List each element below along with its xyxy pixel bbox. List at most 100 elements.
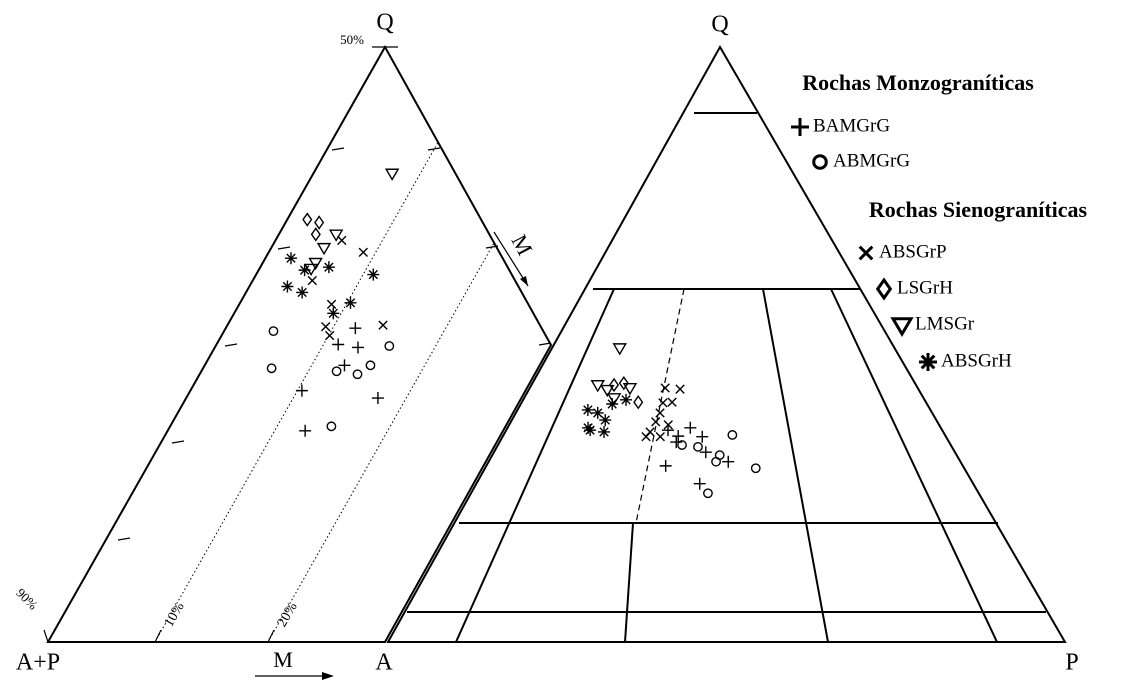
legend-title: Rochas Monzograníticas xyxy=(802,70,1034,95)
marker xyxy=(307,275,317,286)
legend-marker xyxy=(858,245,874,261)
marker xyxy=(711,456,721,467)
m-tick-label: 10% xyxy=(162,600,188,630)
side-ticks xyxy=(117,147,552,541)
legend-label: ABMGrG xyxy=(833,150,910,171)
marker xyxy=(295,384,308,397)
marker xyxy=(670,436,683,449)
scale-tick-label: 90% xyxy=(13,585,41,613)
m-arrow xyxy=(493,231,529,287)
marker xyxy=(322,261,335,274)
marker xyxy=(591,406,604,419)
marker xyxy=(337,235,347,246)
legend-label: ABSGrH xyxy=(941,350,1012,371)
marker xyxy=(302,212,313,227)
marker xyxy=(600,384,615,398)
marker xyxy=(699,446,712,459)
marker xyxy=(584,424,597,437)
marker xyxy=(367,268,380,281)
marker xyxy=(310,227,321,242)
marker xyxy=(641,432,651,442)
vertex-label: Q xyxy=(711,12,728,38)
marker xyxy=(281,280,294,293)
marker xyxy=(268,326,279,337)
marker xyxy=(316,242,332,256)
marker xyxy=(324,330,335,341)
marker xyxy=(612,343,627,356)
vertex-label: P xyxy=(1065,650,1078,676)
legend-label: ABSGrP xyxy=(879,241,947,262)
marker xyxy=(714,450,725,461)
m-grid-line xyxy=(154,141,439,643)
marker xyxy=(314,215,325,230)
legend-marker xyxy=(875,277,893,301)
legend-marker xyxy=(791,118,809,136)
marker xyxy=(651,417,661,427)
marker xyxy=(693,477,706,490)
marker xyxy=(655,432,665,442)
m-tick xyxy=(267,629,275,643)
marker xyxy=(581,403,594,416)
m-bottom-label: M xyxy=(273,647,293,672)
m-edge-label: M xyxy=(507,230,538,259)
marker xyxy=(296,286,309,299)
marker xyxy=(703,488,713,499)
m-tick xyxy=(154,629,162,643)
marker xyxy=(606,398,619,410)
marker xyxy=(326,421,337,432)
marker xyxy=(696,430,709,443)
marker xyxy=(365,360,376,371)
marker xyxy=(677,440,687,450)
legend-marker xyxy=(812,154,828,170)
marker xyxy=(308,257,323,271)
marker xyxy=(599,414,612,427)
scale-tick-label: 50% xyxy=(340,32,364,47)
marker xyxy=(608,377,620,393)
marker xyxy=(675,384,685,394)
legend-label: LMSGr xyxy=(915,313,975,334)
marker xyxy=(727,430,738,440)
bottom-tick xyxy=(43,629,49,643)
vertex-label: A xyxy=(375,650,393,676)
marker xyxy=(358,247,368,257)
marker xyxy=(328,229,344,242)
marker xyxy=(384,168,400,181)
marker xyxy=(598,425,611,438)
marker xyxy=(620,393,633,406)
marker xyxy=(722,455,735,468)
legend-marker xyxy=(919,353,937,371)
vertex-label: A+P xyxy=(16,650,60,676)
marker xyxy=(663,420,673,430)
marker xyxy=(349,322,362,335)
marker xyxy=(750,463,761,474)
marker xyxy=(327,307,340,320)
marker xyxy=(298,264,311,277)
left-outline xyxy=(46,44,553,643)
marker xyxy=(661,424,674,437)
legend-label: BAMGrG xyxy=(813,115,890,136)
marker xyxy=(338,359,351,372)
marker xyxy=(331,366,342,377)
marker xyxy=(352,369,363,380)
marker xyxy=(299,424,312,437)
marker xyxy=(285,252,298,265)
m-arrowhead xyxy=(520,276,528,286)
marker xyxy=(332,338,345,351)
field-lines xyxy=(455,288,998,643)
marker xyxy=(667,397,677,407)
marker xyxy=(655,408,665,418)
m-arrowhead-bottom xyxy=(322,672,334,680)
marker xyxy=(384,341,395,351)
marker xyxy=(633,394,644,410)
legend-title: Rochas Sienograníticas xyxy=(869,197,1088,222)
m-tick-label: 20% xyxy=(275,600,301,630)
marker xyxy=(622,383,638,396)
m-grid-line xyxy=(267,242,495,643)
marker xyxy=(606,393,622,406)
right-outline xyxy=(386,44,1067,643)
marker xyxy=(659,459,672,472)
legend-label: LSGrH xyxy=(897,277,953,298)
marker xyxy=(266,363,277,374)
marker xyxy=(321,321,331,332)
